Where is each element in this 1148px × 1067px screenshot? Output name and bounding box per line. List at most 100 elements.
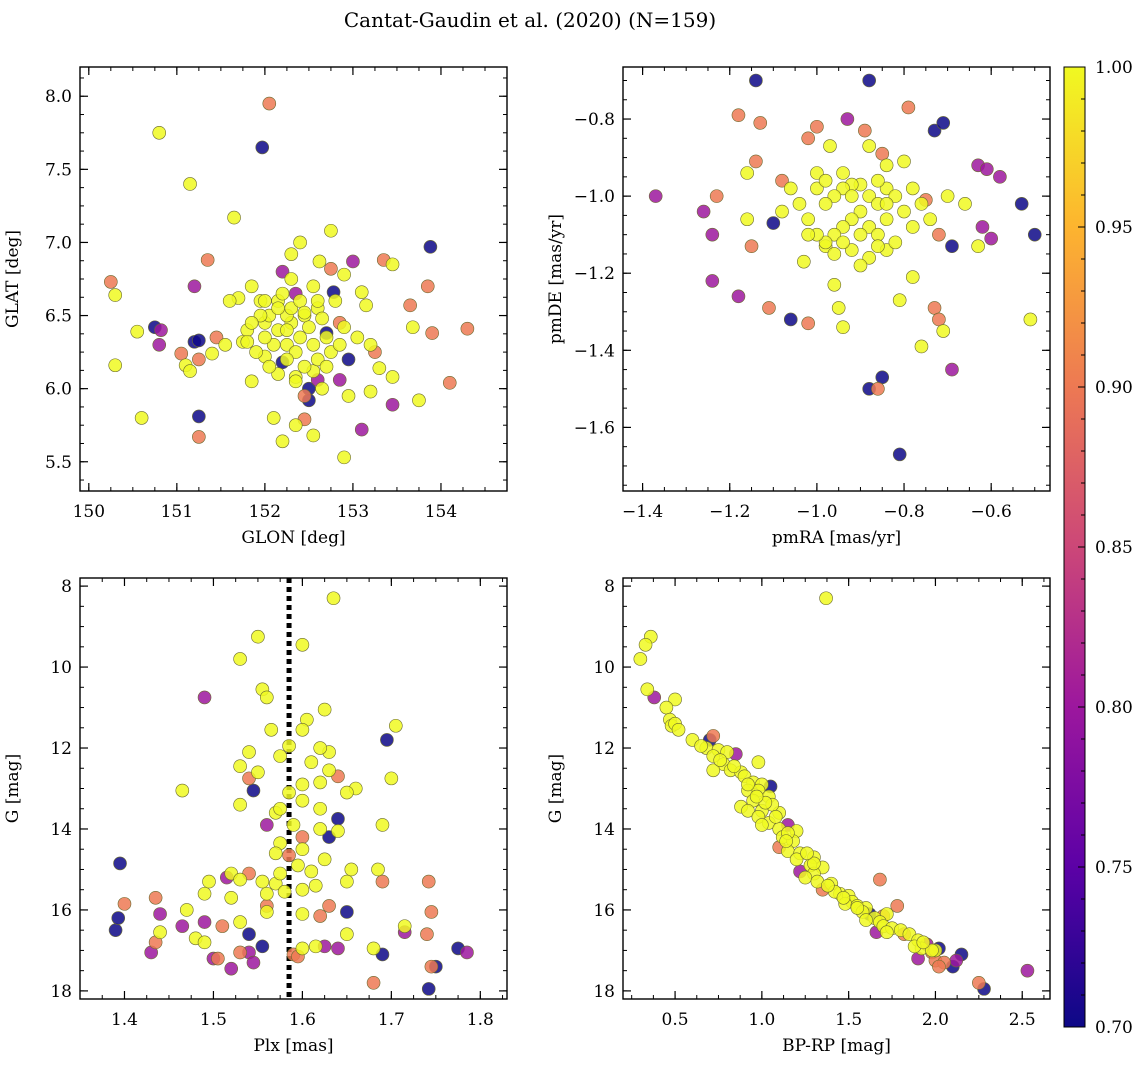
scatter-point: [958, 197, 972, 211]
scatter-point: [310, 352, 325, 367]
scatter-point: [363, 384, 378, 399]
scatter-point: [384, 771, 399, 786]
scatter-point: [340, 927, 354, 942]
scatter-point: [727, 759, 741, 774]
scatter-point: [888, 235, 903, 250]
scatter-point: [844, 212, 859, 227]
scatter-point: [821, 878, 835, 893]
scatter-point: [313, 909, 327, 923]
y-tick-label: 8: [604, 577, 615, 597]
scatter-point: [251, 765, 265, 780]
scatter-point: [297, 305, 312, 320]
scatter-point: [424, 905, 439, 919]
scatter-point: [709, 189, 724, 203]
scatter-point: [810, 119, 824, 134]
scatter-point: [130, 324, 145, 339]
x-tick-label: −1.0: [796, 502, 837, 522]
x-axis-label: Plx [mas]: [253, 1036, 333, 1056]
y-tick-label: −0.8: [574, 110, 615, 130]
scatter-point: [332, 337, 347, 352]
scatter-point: [412, 393, 426, 408]
scatter-point: [901, 100, 916, 115]
scatter-point: [403, 298, 417, 313]
scatter-point: [251, 629, 265, 644]
scatter-point: [783, 181, 798, 196]
scatter-point: [862, 139, 876, 153]
scatter-point: [324, 261, 338, 276]
scatter-point: [275, 286, 290, 301]
scatter-point: [827, 189, 842, 203]
scatter-point: [337, 320, 351, 335]
scatter-point: [755, 818, 769, 832]
scatter-point: [945, 239, 959, 254]
scatter-point: [244, 374, 259, 389]
y-tick-label: −1.2: [574, 264, 615, 284]
scatter-point: [993, 170, 1007, 184]
scatter-point: [1027, 227, 1042, 242]
scatter-point: [317, 852, 332, 867]
scatter-point: [262, 96, 277, 111]
scatter-point: [836, 320, 850, 334]
scatter-point: [696, 204, 711, 219]
scatter-point: [315, 381, 329, 396]
axes-frame: [622, 66, 1051, 492]
x-tick-label: 154: [425, 502, 457, 522]
axes-frame: [79, 577, 508, 1000]
scatter-point: [224, 890, 239, 905]
scatter-point: [346, 254, 360, 269]
scatter-point: [1014, 197, 1029, 211]
scatter-point: [871, 227, 885, 242]
colorbar-tick-label: 0.85: [1095, 538, 1133, 558]
colorbar: 0.70 0.75 0.80 0.85 0.90 0.95 1.00: [1063, 58, 1133, 1038]
scatter-point: [306, 279, 321, 294]
scatter-point: [871, 239, 885, 254]
scatter-point: [844, 243, 859, 257]
scatter-point: [879, 181, 894, 196]
scatter-point: [905, 220, 920, 234]
y-tick-label: −1.0: [574, 187, 615, 207]
scatter-point: [359, 298, 373, 313]
scatter-point: [197, 690, 212, 705]
scatter-point: [286, 818, 301, 832]
scatter-point: [659, 700, 674, 715]
scatter-point: [179, 903, 194, 917]
scatter-point: [264, 723, 279, 737]
scatter-point: [280, 323, 294, 337]
y-tick-label: 8.0: [45, 87, 72, 107]
y-tick-label: 8: [61, 577, 72, 597]
scatter-point: [971, 239, 985, 254]
scatter-point: [640, 682, 655, 697]
scatter-point: [897, 204, 911, 219]
scatter-point: [205, 346, 219, 361]
scatter-point: [385, 397, 400, 412]
scatter-point: [638, 637, 653, 652]
x-tick-label: 1.0: [748, 1010, 775, 1030]
scatter-point: [306, 337, 321, 352]
scatter-point: [192, 333, 206, 348]
scatter-point: [853, 227, 868, 242]
scatter-point: [275, 264, 290, 279]
scatter-point: [282, 785, 296, 800]
scatter-point: [313, 822, 327, 836]
scatter-point: [215, 919, 230, 933]
scatter-point: [762, 301, 776, 315]
figure-title: Cantat-Gaudin et al. (2020) (N=159): [344, 8, 716, 32]
y-axis-label: pmDE [mas/yr]: [546, 214, 566, 344]
scatter-point: [111, 911, 126, 925]
x-axis-label: pmRA [mas/yr]: [772, 528, 901, 548]
scatter-point: [797, 254, 811, 269]
x-tick-label: 1.4: [111, 1010, 138, 1030]
scatter-point: [810, 181, 824, 196]
scatter-point: [879, 212, 894, 227]
scatter-point: [421, 982, 436, 996]
scatter-point: [892, 293, 907, 308]
scatter-point: [460, 945, 474, 960]
x-tick-label: 0.5: [662, 1010, 689, 1030]
scatter-point: [266, 411, 281, 425]
scatter-point: [914, 339, 929, 354]
scatter-point: [297, 389, 312, 403]
scatter-point: [322, 763, 336, 778]
scatter-point: [923, 212, 937, 227]
scatter-point: [420, 279, 435, 294]
scatter-point: [789, 852, 804, 867]
